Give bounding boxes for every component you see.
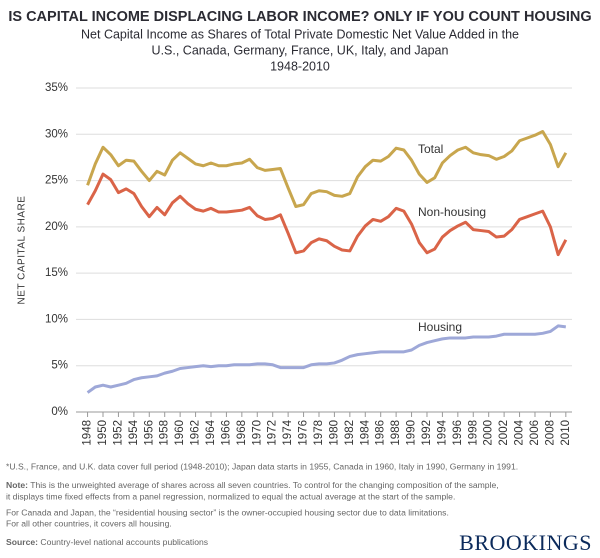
x-tick-label: 1986 [375, 420, 387, 446]
x-tick-label: 1990 [406, 420, 418, 446]
subtitle: 1948-2010 [270, 59, 330, 73]
x-tick-label: 1968 [236, 420, 248, 446]
x-tick-label: 1950 [97, 420, 109, 446]
note-text: it displays time fixed effects from a pa… [6, 491, 455, 501]
y-tick-label: 30% [45, 128, 68, 140]
x-tick-label: 1966 [220, 420, 232, 446]
x-tick-label: 1970 [251, 420, 263, 446]
x-tick-label: 1994 [436, 419, 448, 445]
x-tick-label: 1980 [328, 420, 340, 446]
y-tick-label: 35% [45, 82, 68, 94]
x-tick-label: 1978 [313, 420, 325, 446]
series-label: Total [418, 142, 443, 156]
brand-logo: BROOKINGS [459, 530, 592, 555]
x-tick-label: 2000 [483, 420, 495, 446]
x-tick-label: 1992 [421, 420, 433, 446]
x-tick-label: 2004 [514, 419, 526, 445]
x-tick-label: 2010 [560, 420, 572, 446]
x-tick-label: 1956 [143, 420, 155, 446]
y-tick-label: 20% [45, 221, 68, 233]
x-tick-label: 1948 [82, 420, 94, 446]
x-tick-label: 1954 [128, 419, 140, 445]
note: Note: This is the unweighted average of … [6, 480, 499, 490]
footnote: *U.S., France, and U.K. data cover full … [6, 461, 518, 471]
series-line [86, 172, 568, 257]
y-tick-label: 10% [45, 313, 68, 325]
source-text: Country-level national accounts publicat… [40, 537, 208, 547]
subtitle: Net Capital Income as Shares of Total Pr… [81, 27, 519, 41]
subtitle: U.S., Canada, Germany, France, UK, Italy… [152, 43, 449, 57]
series-line [86, 130, 568, 208]
x-tick-label: 1976 [298, 420, 310, 446]
y-tick-label: 25% [45, 175, 68, 187]
source: Source: Country-level national accounts … [6, 537, 208, 547]
series-line [86, 324, 567, 394]
y-tick-label: 0% [51, 406, 68, 418]
x-tick-label: 2006 [529, 420, 541, 446]
x-tick-label: 1974 [282, 419, 294, 445]
series-label: Non-housing [418, 205, 486, 219]
x-tick-label: 1962 [190, 420, 202, 446]
x-tick-label: 1982 [344, 420, 356, 446]
x-tick-label: 1952 [112, 420, 124, 446]
note-text: For all other countries, it covers all h… [6, 518, 172, 528]
note-label: Note: [6, 480, 28, 490]
y-tick-label: 5% [51, 360, 68, 372]
note-text: For Canada and Japan, the “residential h… [6, 507, 449, 517]
series-label: Housing [418, 320, 462, 334]
x-tick-label: 1996 [452, 420, 464, 446]
x-tick-label: 1998 [467, 420, 479, 446]
source-label: Source: [6, 537, 38, 547]
note-text: This is the unweighted average of shares… [30, 480, 498, 490]
x-tick-label: 1960 [174, 420, 186, 446]
y-axis-label: NET CAPITAL SHARE [17, 196, 28, 305]
x-tick-label: 1988 [390, 420, 402, 446]
x-tick-label: 1964 [205, 419, 217, 445]
x-tick-label: 1958 [159, 420, 171, 446]
chart-title: IS CAPITAL INCOME DISPLACING LABOR INCOM… [8, 9, 591, 25]
x-tick-label: 2008 [544, 420, 556, 446]
x-tick-label: 1984 [359, 419, 371, 445]
x-tick-label: 1972 [267, 420, 279, 446]
y-tick-label: 15% [45, 267, 68, 279]
x-tick-label: 2002 [498, 420, 510, 446]
